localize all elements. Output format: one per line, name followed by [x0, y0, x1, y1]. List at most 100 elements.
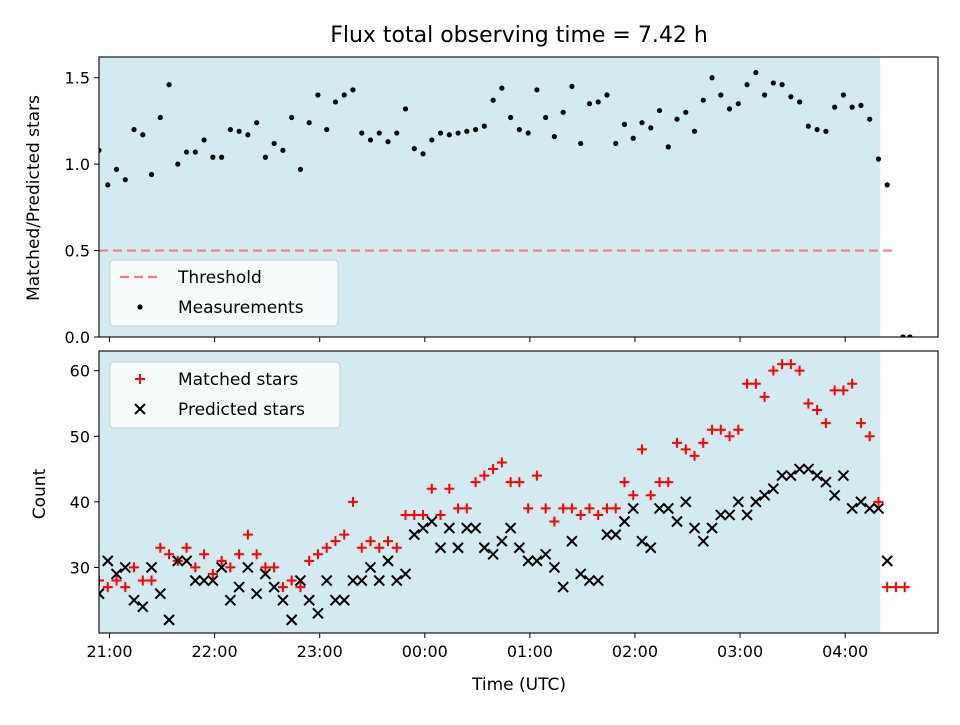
measurement-point [297, 166, 304, 172]
matched-star-point [234, 549, 245, 560]
predicted-star-point [364, 561, 377, 574]
measurement-point [797, 99, 803, 105]
measurement-point [770, 80, 776, 86]
predicted-star-point [320, 574, 333, 587]
predicted-star-point [539, 548, 552, 561]
predicted-star-point [566, 535, 578, 547]
matched-star-point [365, 536, 376, 547]
predicted-star-point [732, 496, 745, 508]
predicted-star-point [513, 542, 526, 554]
matched-star-point [829, 385, 840, 396]
matched-star-point [584, 503, 595, 514]
matched-star-point [304, 555, 315, 566]
predicted-star-point [268, 581, 280, 593]
matched-star-point [750, 378, 761, 389]
predicted-star-point [706, 522, 718, 534]
count-y-axis-label: Count [30, 468, 50, 519]
matched-star-point [785, 359, 796, 370]
predicted-star-point [294, 574, 307, 587]
matched-star-point [111, 575, 122, 586]
legend-label: Threshold [177, 268, 262, 288]
matched-star-point [339, 529, 350, 540]
measurement-point [455, 130, 461, 136]
predicted-star-point [399, 568, 412, 580]
predicted-star-point [863, 502, 876, 515]
predicted-star-point [793, 463, 806, 475]
measurement-point [350, 87, 356, 93]
matched-star-point [777, 359, 788, 370]
matched-star-point [418, 509, 429, 520]
matched-star-point [383, 536, 394, 547]
predicted-star-point [426, 515, 438, 528]
measurement-point [332, 99, 339, 105]
predicted-star-point [99, 587, 105, 600]
matched-star-point [601, 503, 612, 514]
plot-frame [98, 56, 939, 338]
measurement-point [900, 334, 906, 337]
legend-box [109, 361, 341, 429]
predicted-star-point [496, 535, 508, 547]
measurement-point [289, 114, 295, 121]
measurement-point [630, 135, 636, 141]
predicted-star-point [215, 561, 228, 574]
measurement-point [805, 123, 811, 129]
matched-star-point [689, 450, 700, 461]
predicted-star-point [531, 555, 543, 567]
matched-star-point [461, 503, 472, 514]
predicted-star-point [356, 574, 368, 587]
measurement-point [726, 106, 733, 112]
ratio-y-axis-label: Matched/Predicted stars [24, 95, 44, 301]
predicted-star-point [785, 469, 797, 482]
measurement-point [665, 144, 671, 150]
measurement-point [648, 125, 654, 131]
predicted-star-point [102, 555, 114, 567]
measurement-point [499, 85, 505, 91]
measurement-point [875, 156, 882, 162]
y-tick-label: 60 [70, 362, 90, 381]
predicted-star-point [180, 555, 193, 567]
measurement-point [481, 123, 487, 129]
predicted-star-point [855, 496, 867, 508]
measurement-point [551, 133, 558, 140]
measurement-point [376, 130, 382, 136]
measurement-point [315, 92, 321, 98]
measurement-point [262, 154, 268, 160]
predicted-star-point [189, 574, 202, 587]
measurement-point [656, 107, 663, 114]
measurement-point [227, 126, 233, 133]
measurement-point [849, 104, 855, 110]
legend-measurement-swatch [137, 304, 143, 310]
measurement-point [280, 147, 286, 153]
predicted-star-point [811, 469, 823, 482]
predicted-star-point [741, 509, 753, 521]
y-tick-label: 30 [70, 558, 90, 577]
predicted-star-point [172, 555, 184, 567]
matched-star-point [470, 477, 481, 488]
predicted-star-point [881, 555, 893, 567]
measurement-point [131, 126, 137, 133]
measurement-point [99, 147, 102, 153]
measurement-point [166, 82, 172, 88]
predicted-star-point [828, 489, 841, 501]
legend-box [109, 259, 339, 327]
legend: Matched stars Predicted stars [109, 361, 341, 429]
measurement-point [683, 109, 689, 115]
measurement-point [543, 114, 549, 121]
y-tick-label: 0.5 [65, 242, 90, 261]
measurement-point [324, 126, 330, 133]
matched-star-point [794, 365, 805, 376]
predicted-star-point [574, 568, 587, 580]
matched-star-point [672, 437, 683, 448]
predicted-star-point [478, 542, 491, 554]
measurement-point [306, 120, 312, 126]
measurement-point [691, 128, 698, 134]
measurement-point [183, 149, 190, 155]
matched-star-point [102, 582, 113, 593]
matched-star-point [129, 562, 140, 573]
predicted-star-point [154, 587, 167, 600]
matched-star-point [137, 575, 148, 586]
predicted-star-point [627, 502, 639, 515]
predicted-star-point [504, 522, 517, 534]
matched-star-point [400, 509, 411, 520]
